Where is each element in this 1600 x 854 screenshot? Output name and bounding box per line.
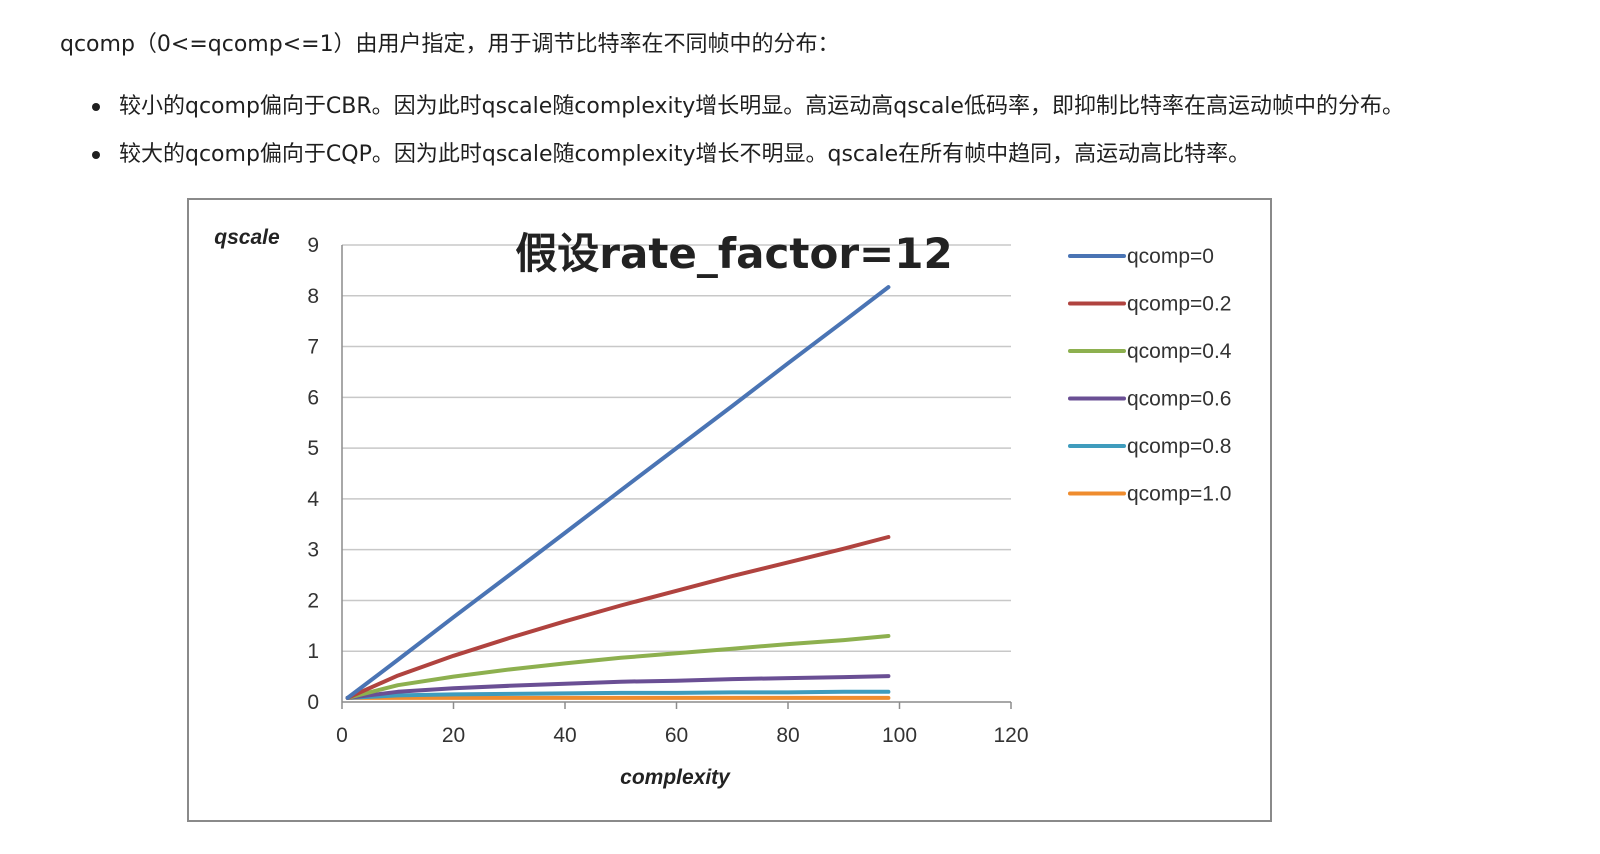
bullet-item: 较大的qcomp偏向于CQP。因为此时qscale随complexity增长不明… xyxy=(92,140,1404,188)
x-tick-label-40: 40 xyxy=(553,724,576,747)
x-tick-label-80: 80 xyxy=(776,724,799,747)
y-tick-label-6: 6 xyxy=(307,386,319,409)
axis-layer: 0 1 2 3 4 5 6 7 8 9 0 20 40 60 80 100 120 xyxy=(307,234,1028,747)
legend: qcomp=0 qcomp=0.2 qcomp=0.4 qcomp=0.6 qcomp=… xyxy=(1068,245,1232,506)
bullet-dot-icon xyxy=(92,103,100,111)
bullet-list: 较小的qcomp偏向于CBR。因为此时qscale随complexity增长明显… xyxy=(92,92,1404,188)
y-tick-label-5: 5 xyxy=(307,437,319,460)
legend-label-qcomp=0.6: qcomp=0.6 xyxy=(1127,388,1232,411)
series-line-qcomp=0 xyxy=(345,285,891,700)
y-tick-label-7: 7 xyxy=(307,336,319,359)
bullet-text: 较大的qcomp偏向于CQP。因为此时qscale随complexity增长不明… xyxy=(119,142,1251,167)
bullet-dot-icon xyxy=(92,151,100,159)
x-tick-label-20: 20 xyxy=(442,724,465,747)
y-tick-label-1: 1 xyxy=(307,640,319,663)
y-axis-label: qscale xyxy=(214,226,280,249)
x-tick-label-120: 120 xyxy=(993,724,1028,747)
y-tick-label-0: 0 xyxy=(307,691,319,714)
series-line-qcomp=0.8 xyxy=(345,689,891,700)
chart-title: 假设rate_factor=12 xyxy=(515,229,952,278)
x-tick-label-60: 60 xyxy=(665,724,688,747)
legend-label-qcomp=1.0: qcomp=1.0 xyxy=(1127,483,1232,506)
x-tick-label-0: 0 xyxy=(336,724,348,747)
series-line-qcomp=0.4 xyxy=(345,634,891,700)
legend-label-qcomp=0.4: qcomp=0.4 xyxy=(1127,340,1232,363)
bullet-item: 较小的qcomp偏向于CBR。因为此时qscale随complexity增长明显… xyxy=(92,92,1404,140)
legend-label-qcomp=0: qcomp=0 xyxy=(1127,245,1214,268)
x-axis-label: complexity xyxy=(620,766,731,789)
series-line-qcomp=0.2 xyxy=(345,535,891,700)
series-layer xyxy=(345,285,891,700)
y-tick-label-9: 9 xyxy=(307,234,319,257)
y-tick-label-3: 3 xyxy=(307,539,319,562)
legend-label-qcomp=0.8: qcomp=0.8 xyxy=(1127,435,1232,458)
legend-label-qcomp=0.2: qcomp=0.2 xyxy=(1127,293,1232,316)
y-tick-label-2: 2 xyxy=(307,589,319,612)
y-tick-label-4: 4 xyxy=(307,488,319,511)
series-line-qcomp=0.6 xyxy=(345,674,891,700)
bullet-text: 较小的qcomp偏向于CBR。因为此时qscale随complexity增长明显… xyxy=(119,94,1404,119)
x-tick-label-100: 100 xyxy=(882,724,917,747)
chart-figure: 0 1 2 3 4 5 6 7 8 9 0 20 40 60 80 100 120 qcomp=0 qcomp=0… xyxy=(187,198,1272,822)
y-tick-label-8: 8 xyxy=(307,285,319,308)
intro-paragraph: qcomp（0<=qcomp<=1）由用户指定，用于调节比特率在不同帧中的分布： xyxy=(60,32,840,57)
